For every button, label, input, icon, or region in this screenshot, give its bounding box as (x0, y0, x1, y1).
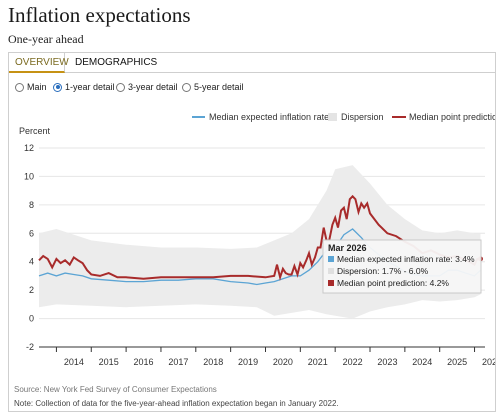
radio-main[interactable]: Main (15, 80, 47, 94)
data-tooltip: Mar 2026 Median expected inflation rate:… (322, 239, 482, 294)
x-tick-label: 2026 (482, 357, 495, 367)
median-point-prediction-line (38, 194, 481, 281)
x-tick-label: 2020 (273, 357, 293, 367)
tooltip-median-value: Median expected inflation rate: 3.4% (337, 254, 475, 264)
y-tick-label: 0 (29, 314, 34, 324)
chart-panel: OVERVIEW DEMOGRAPHICS Main 1-year detail… (8, 52, 496, 412)
tooltip-box (322, 239, 482, 294)
radio-1-year-detail[interactable]: 1-year detail (53, 80, 115, 94)
x-tick-marks (55, 347, 476, 352)
x-tick-label: 2025 (447, 357, 467, 367)
radio-label: Main (27, 82, 47, 92)
tab-overview[interactable]: OVERVIEW (9, 53, 69, 73)
y-tick-label: -2 (26, 342, 34, 352)
x-tick-label: 2015 (99, 357, 119, 367)
radio-label: 5-year detail (194, 82, 244, 92)
y-tick-label: 12 (24, 143, 34, 153)
x-tick-label: 2021 (308, 357, 328, 367)
legend-dispersion-label[interactable]: Dispersion (341, 112, 384, 122)
radio-3-year-detail[interactable]: 3-year detail (116, 80, 178, 94)
page-subtitle: One-year ahead (8, 32, 84, 46)
radio-label: 3-year detail (128, 82, 178, 92)
tab-demographics[interactable]: DEMOGRAPHICS (75, 57, 158, 68)
x-tick-label: 2017 (168, 357, 188, 367)
footnote: Note: Collection of data for the five-ye… (14, 399, 339, 408)
tooltip-point-value: Median point prediction: 4.2% (337, 278, 449, 288)
source-note: Source: New York Fed Survey of Consumer … (14, 385, 217, 394)
tab-bar: OVERVIEW DEMOGRAPHICS (9, 53, 495, 73)
x-tick-labels: 2014 2015 2016 2017 2018 2019 2020 2021 2022 2023… (64, 357, 495, 367)
radio-dot-icon (182, 82, 191, 92)
y-axis-title: Percent (19, 126, 51, 136)
x-tick-label: 2023 (377, 357, 397, 367)
x-tick-label: 2014 (64, 357, 84, 367)
radio-dot-icon (53, 82, 62, 92)
chart-legend: Median expected inflation rate Dispersio… (192, 112, 495, 122)
legend-dispersion-swatch (328, 113, 337, 121)
tooltip-point-swatch (328, 280, 334, 286)
y-tick-label: 8 (29, 200, 34, 210)
y-tick-labels: -2 0 2 4 6 8 10 12 (24, 143, 34, 352)
tooltip-dispersion-value: Dispersion: 1.7% - 6.0% (337, 266, 429, 276)
legend-median-label[interactable]: Median expected inflation rate (209, 112, 329, 122)
page-title: Inflation expectations (8, 3, 191, 27)
inflation-chart: Median expected inflation rate Dispersio… (19, 112, 495, 367)
tooltip-dispersion-swatch (328, 268, 334, 274)
x-tick-label: 2024 (412, 357, 432, 367)
y-tick-label: 10 (24, 171, 34, 181)
x-tick-label: 2018 (203, 357, 223, 367)
radio-dot-icon (15, 82, 24, 92)
radio-dot-icon (116, 82, 125, 92)
radio-5-year-detail[interactable]: 5-year detail (182, 80, 244, 94)
y-tick-label: 2 (29, 285, 34, 295)
legend-point-label[interactable]: Median point prediction (409, 112, 495, 122)
x-tick-label: 2016 (134, 357, 154, 367)
y-tick-label: 6 (29, 228, 34, 238)
tooltip-median-swatch (328, 256, 334, 262)
radio-label: 1-year detail (65, 82, 115, 92)
y-tick-label: 4 (29, 257, 34, 267)
tooltip-title: Mar 2026 (328, 243, 367, 253)
x-tick-label: 2019 (238, 357, 258, 367)
x-tick-label: 2022 (343, 357, 363, 367)
